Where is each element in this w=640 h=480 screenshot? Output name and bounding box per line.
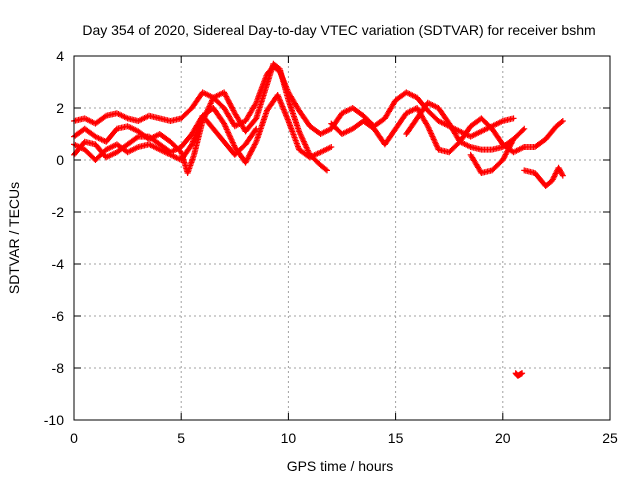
y-tick-label: 0 (56, 152, 64, 168)
series-track-9 (521, 164, 566, 189)
x-tick-label: 15 (388, 430, 404, 446)
x-tick-label: 0 (70, 430, 78, 446)
series-markers (521, 164, 566, 189)
x-tick-label: 25 (602, 430, 618, 446)
x-tick-label: 5 (177, 430, 185, 446)
series-markers (521, 118, 566, 150)
plot-frame (73, 55, 611, 421)
series-markers (467, 136, 517, 176)
chart-title: Day 354 of 2020, Sidereal Day-to-day VTE… (82, 22, 595, 38)
y-tick-label: 4 (56, 48, 64, 64)
y-tick-label: -4 (52, 256, 65, 272)
x-tick-label: 10 (281, 430, 297, 446)
x-axis-label: GPS time / hours (287, 458, 394, 474)
series-markers (512, 370, 526, 379)
y-tick-label: -2 (52, 204, 65, 220)
y-tick-label: -8 (52, 360, 65, 376)
series-track-7 (467, 136, 517, 176)
y-axis-label: SDTVAR / TECUs (6, 182, 22, 294)
y-tick-label: -10 (44, 412, 64, 428)
series-track-8 (521, 118, 566, 150)
y-tick-label: -6 (52, 308, 65, 324)
axis-ticks: 0 5 10 15 20 25 -10 -8 -6 -4 -2 0 2 4 (44, 48, 618, 446)
y-tick-label: 2 (56, 100, 64, 116)
x-tick-label: 20 (495, 430, 511, 446)
series-track-10 (512, 370, 526, 379)
